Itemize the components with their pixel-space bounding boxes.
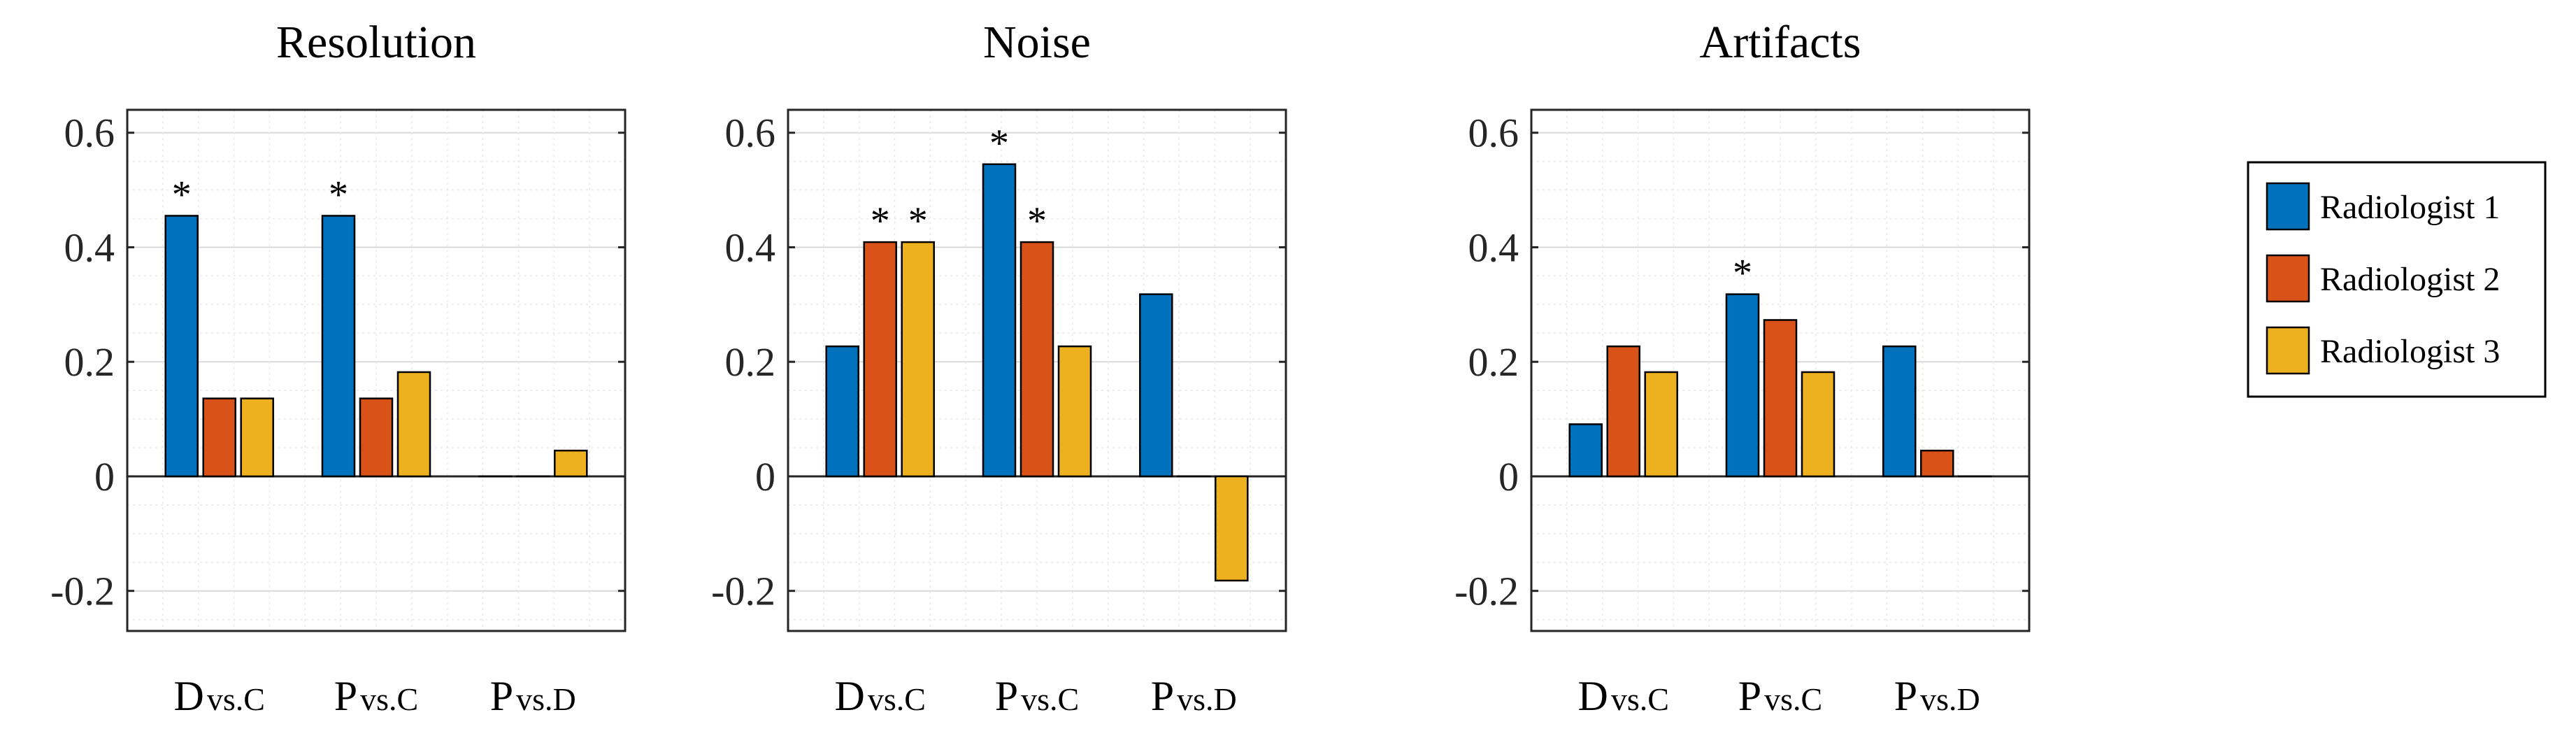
bar — [1644, 371, 1678, 478]
bar — [164, 215, 199, 478]
bar — [1606, 345, 1640, 478]
y-tick-label: 0.4 — [725, 225, 776, 270]
legend-label: Radiologist 3 — [2320, 333, 2500, 370]
legend-entry: Radiologist 2 — [2266, 254, 2500, 303]
significance-marker: * — [908, 199, 928, 243]
x-category-label: Pvs.C — [1738, 673, 1822, 719]
y-tick-label: 0.4 — [64, 225, 115, 270]
x-category-label: Pvs.D — [490, 673, 576, 719]
y-tick-label: -0.2 — [50, 569, 115, 614]
bar — [396, 371, 431, 478]
bar — [863, 241, 897, 478]
chart-panel-artifacts: Artifacts 0.6 0.4 0.2 0 -0.2 * Dvs.C Pvs.C P… — [1454, 17, 2031, 719]
significance-marker: * — [1027, 199, 1047, 243]
bar — [825, 345, 859, 478]
bar — [1763, 319, 1798, 478]
bar — [982, 163, 1017, 478]
y-tick-label: 0 — [94, 454, 115, 499]
legend-entry: Radiologist 1 — [2266, 182, 2500, 231]
chart-title: Artifacts — [1700, 17, 1861, 68]
bar — [554, 449, 588, 478]
legend-entry: Radiologist 3 — [2266, 326, 2500, 375]
legend-swatch — [2266, 326, 2310, 375]
significance-marker: * — [172, 173, 192, 216]
x-category-label: Dvs.C — [1578, 673, 1669, 719]
x-category-label: Pvs.D — [1151, 673, 1237, 719]
legend-swatch — [2266, 254, 2310, 303]
y-tick-label: 0.6 — [64, 111, 115, 156]
significance-marker: * — [329, 173, 348, 216]
x-category-label: Dvs.C — [835, 673, 926, 719]
bar — [1139, 293, 1173, 478]
y-tick-label: 0 — [1498, 454, 1519, 499]
significance-marker: * — [1733, 252, 1752, 295]
chart-panel-resolution: Resolution 0.6 0.4 0.2 0 -0.2 * * Dvs.C Pvs.C… — [50, 17, 627, 719]
legend: Radiologist 1 Radiologist 2 Radiologist … — [2247, 161, 2547, 398]
y-tick-label: 0.2 — [64, 339, 115, 385]
bar — [901, 241, 935, 478]
chart-panel-noise: Noise 0.6 0.4 0.2 0 -0.2 * * * * Dvs.C Pvs.C Pv… — [711, 17, 1287, 719]
y-tick-label: 0.6 — [725, 111, 776, 156]
y-tick-label: 0.6 — [1468, 111, 1519, 156]
x-category-label: Pvs.D — [1894, 673, 1980, 719]
significance-marker: * — [989, 122, 1009, 165]
legend-label: Radiologist 2 — [2320, 261, 2500, 298]
bar — [1920, 449, 1954, 478]
y-tick-label: 0.4 — [1468, 225, 1519, 270]
y-tick-label: -0.2 — [711, 569, 775, 614]
bar — [1215, 475, 1249, 582]
y-tick-label: 0.2 — [725, 339, 776, 385]
y-tick-label: -0.2 — [1454, 569, 1519, 614]
significance-marker: * — [871, 199, 890, 243]
x-category-label: Pvs.C — [995, 673, 1079, 719]
chart-title: Noise — [983, 17, 1091, 68]
y-tick-label: 0.2 — [1468, 339, 1519, 385]
bar — [1882, 345, 1917, 478]
bar — [240, 397, 274, 478]
bar — [359, 397, 394, 478]
bar — [1725, 293, 1760, 478]
bar — [202, 397, 236, 478]
bar — [1568, 423, 1603, 478]
legend-label: Radiologist 1 — [2320, 189, 2500, 226]
chart-title: Resolution — [276, 17, 476, 68]
bar — [1801, 371, 1836, 478]
y-tick-label: 0 — [755, 454, 775, 499]
bar — [1019, 241, 1054, 478]
bar — [321, 215, 356, 478]
legend-swatch — [2266, 182, 2310, 231]
x-category-label: Pvs.C — [334, 673, 418, 719]
x-category-label: Dvs.C — [174, 673, 265, 719]
bar — [1057, 345, 1092, 478]
